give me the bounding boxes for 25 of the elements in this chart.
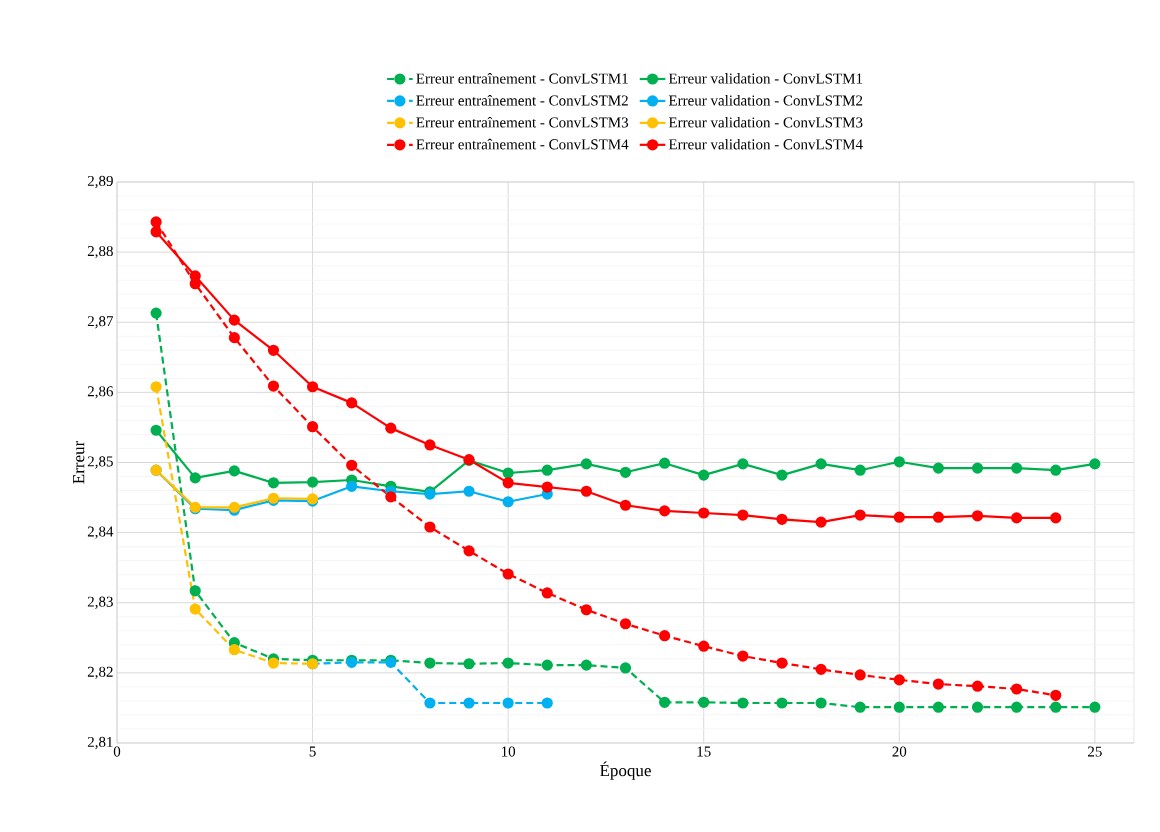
x-tick-label: 20 (892, 746, 907, 757)
legend-label: Erreur validation - ConvLSTM2 (668, 95, 863, 106)
y-tick-label: 2,83 (87, 596, 113, 609)
x-tick-label: 10 (501, 746, 516, 757)
x-tick-label: 25 (1088, 746, 1102, 757)
x-tick-label: 0 (113, 746, 121, 757)
y-tick-label: 2,87 (87, 316, 114, 329)
x-tick-label: 5 (309, 746, 316, 757)
y-tick-label: 2,85 (87, 456, 113, 469)
y-tick-label: 2,88 (87, 245, 113, 259)
x-axis-title: Époque (600, 761, 651, 780)
y-tick-label: 2,82 (87, 666, 113, 679)
y-tick-label: 2,81 (87, 736, 113, 750)
legend-label: Erreur validation - ConvLSTM3 (668, 116, 863, 128)
legend-label: Erreur entraînement - ConvLSTM1 (416, 73, 628, 84)
y-tick-label: 2,89 (87, 175, 113, 189)
legend-label: Erreur entraînement - ConvLSTM4 (416, 138, 629, 150)
x-tick-label: 15 (697, 746, 711, 757)
legend-label: Erreur validation - ConvLSTM1 (668, 73, 863, 84)
y-tick-label: 2,86 (87, 386, 114, 399)
legend-label: Erreur validation - ConvLSTM4 (668, 138, 863, 150)
y-tick-label: 2,84 (87, 526, 114, 539)
y-axis-title: Erreur (73, 440, 85, 484)
legend-label: Erreur entraînement - ConvLSTM2 (416, 94, 628, 106)
legend-label: Erreur entraînement - ConvLSTM3 (416, 116, 629, 128)
